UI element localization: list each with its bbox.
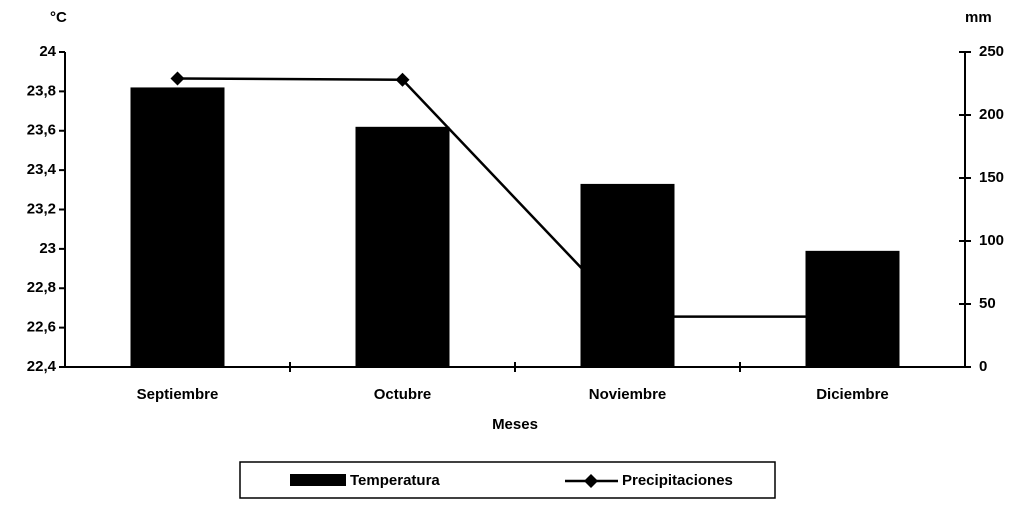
bar bbox=[130, 87, 225, 367]
y-tick-label: 23,8 bbox=[27, 82, 56, 99]
y2-tick-label: 200 bbox=[979, 106, 1004, 123]
legend-box bbox=[239, 461, 776, 499]
x-tick-label: Septiembre bbox=[137, 386, 219, 403]
y2-tick-label: 50 bbox=[979, 295, 996, 312]
bar bbox=[805, 250, 900, 367]
y-axis-label: °C bbox=[50, 9, 67, 26]
y2-tick-label: 0 bbox=[979, 358, 987, 375]
line-marker bbox=[170, 71, 185, 86]
y2-tick-label: 250 bbox=[979, 43, 1004, 60]
y-tick-label: 22,8 bbox=[27, 279, 56, 296]
line-series bbox=[177, 77, 853, 318]
legend-marker bbox=[584, 474, 598, 488]
y2-tick-label: 100 bbox=[979, 232, 1004, 249]
legend-label: Precipitaciones bbox=[622, 472, 733, 489]
x-axis-label: Meses bbox=[492, 416, 538, 433]
y-tick-label: 23 bbox=[39, 240, 56, 257]
y-tick-label: 23,4 bbox=[27, 161, 57, 178]
y-tick-label: 23,6 bbox=[27, 122, 56, 139]
legend-swatch bbox=[290, 474, 346, 486]
y-tick-label: 24 bbox=[39, 43, 56, 60]
bar bbox=[580, 183, 675, 367]
bar bbox=[355, 126, 450, 367]
x-tick-label: Octubre bbox=[374, 386, 432, 403]
line-marker bbox=[395, 72, 410, 87]
y-tick-label: 23,2 bbox=[27, 200, 56, 217]
legend-label: Temperatura bbox=[350, 472, 440, 489]
x-tick-label: Noviembre bbox=[589, 386, 667, 403]
y2-tick-label: 150 bbox=[979, 169, 1004, 186]
y-tick-label: 22,4 bbox=[27, 358, 57, 375]
x-tick-label: Diciembre bbox=[816, 386, 889, 403]
y-tick-label: 22,6 bbox=[27, 319, 56, 336]
y2-axis-label: mm bbox=[965, 9, 992, 26]
